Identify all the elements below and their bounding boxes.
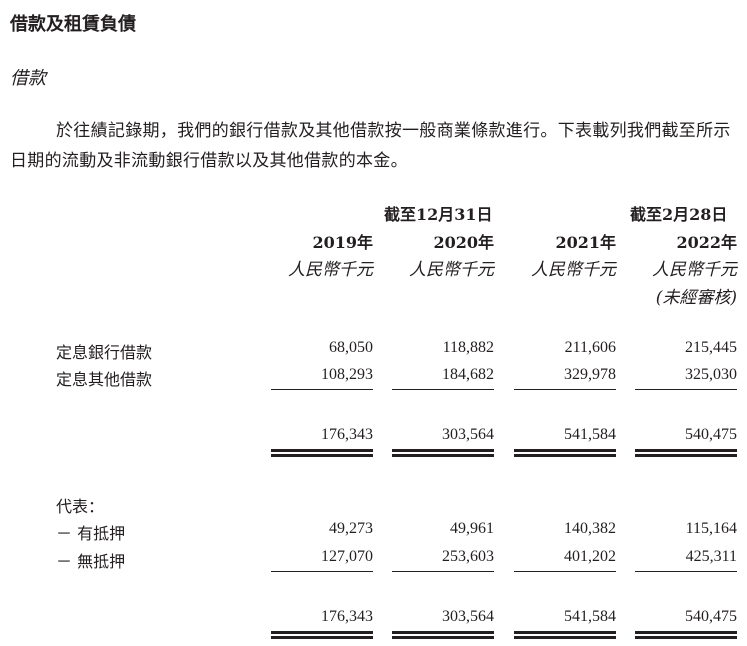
group-header: 截至12月31日 [384,205,493,224]
column-year: 2022年 [676,233,737,252]
column-year: 2021年 [555,233,616,252]
subtotal-rule [392,389,494,390]
table-cell: 140,382 [564,520,616,537]
table-cell: 127,070 [321,548,373,565]
table-cell: 118,882 [442,339,494,356]
subtotal-rule [635,389,737,390]
table-cell: 49,273 [329,520,373,537]
row-label: 定息銀行借款 [56,343,153,362]
total-cell: 540,475 [685,426,737,443]
total-double-rule [514,631,616,639]
total-cell: 540,475 [685,608,737,625]
total-double-rule [514,449,616,457]
subtotal-rule [271,571,373,572]
total-cell: 303,564 [442,608,494,625]
column-unit: 人民幣千元 [652,260,737,280]
column-unit: 人民幣千元 [288,260,373,280]
table-cell: 325,030 [685,366,737,383]
table-cell: 253,603 [442,548,494,565]
total-cell: 176,343 [321,426,373,443]
table-cell: 329,978 [564,366,616,383]
table-cell: 401,202 [564,548,616,565]
column-unit: 人民幣千元 [531,260,616,280]
section-title: 借款及租賃負債 [10,14,136,35]
row-label: 定息其他借款 [56,370,153,389]
column-year: 2020年 [433,233,494,252]
table-cell: 68,050 [329,339,373,356]
row-label: － 無抵押 [56,552,126,571]
total-double-rule [392,631,494,639]
column-unit: 人民幣千元 [409,260,494,280]
subsection-title: 借款 [10,68,46,89]
column-note: (未經審核) [655,288,737,308]
total-cell: 541,584 [564,608,616,625]
row-label: － 有抵押 [56,524,126,543]
group-header: 截至2月28日 [630,205,728,224]
subtotal-rule [514,389,616,390]
total-cell: 176,343 [321,608,373,625]
total-double-rule [635,449,737,457]
table-cell: 115,164 [685,520,737,537]
subtotal-rule [271,389,373,390]
total-cell: 303,564 [442,426,494,443]
total-cell: 541,584 [564,426,616,443]
total-double-rule [392,449,494,457]
table-cell: 215,445 [685,339,737,356]
table-cell: 49,961 [450,520,494,537]
column-year: 2019年 [312,233,373,252]
table-cell: 108,293 [321,366,373,383]
subtotal-rule [635,571,737,572]
total-double-rule [271,449,373,457]
subtotal-rule [514,571,616,572]
total-double-rule [635,631,737,639]
subtotal-rule [392,571,494,572]
intro-paragraph: 於往績記錄期，我們的銀行借款及其他借款按一般商業條款進行。下表載列我們截至所示日… [10,121,731,171]
table-cell: 184,682 [442,366,494,383]
represented-label: 代表： [56,497,105,516]
table-cell: 425,311 [685,548,737,565]
table-cell: 211,606 [564,339,616,356]
total-double-rule [271,631,373,639]
